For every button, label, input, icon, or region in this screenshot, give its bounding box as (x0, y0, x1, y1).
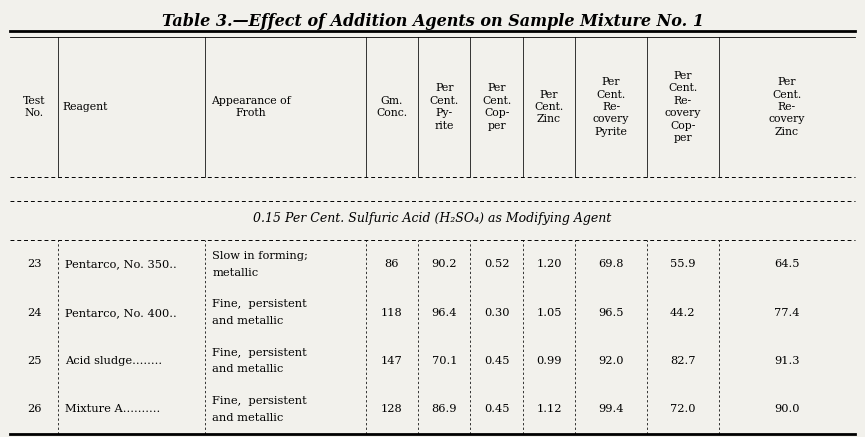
Text: 1.05: 1.05 (536, 308, 561, 318)
Text: Mixture A..........: Mixture A.......... (65, 404, 160, 414)
Text: Fine,  persistent: Fine, persistent (212, 348, 307, 358)
Text: 55.9: 55.9 (670, 260, 695, 270)
Text: 0.30: 0.30 (484, 308, 509, 318)
Text: 0.45: 0.45 (484, 356, 509, 366)
Text: Gm.
Conc.: Gm. Conc. (376, 96, 407, 118)
Text: 90.2: 90.2 (432, 260, 457, 270)
Text: metallic: metallic (212, 268, 259, 278)
Text: Per
Cent.
Py-
rite: Per Cent. Py- rite (430, 83, 459, 131)
Text: 0.52: 0.52 (484, 260, 509, 270)
Text: Per
Cent.
Re-
covery
Pyrite: Per Cent. Re- covery Pyrite (593, 77, 629, 137)
Text: Fine,  persistent: Fine, persistent (212, 396, 307, 406)
Text: and metallic: and metallic (212, 316, 284, 326)
Text: and metallic: and metallic (212, 364, 284, 375)
Text: 44.2: 44.2 (670, 308, 695, 318)
Text: Per
Cent.
Re-
covery
Cop-
per: Per Cent. Re- covery Cop- per (664, 71, 701, 143)
Text: 0.45: 0.45 (484, 404, 509, 414)
Text: Slow in forming;: Slow in forming; (212, 251, 308, 261)
Text: Acid sludge........: Acid sludge........ (65, 356, 162, 366)
Text: 23: 23 (27, 260, 42, 270)
Text: 1.20: 1.20 (536, 260, 561, 270)
Text: 82.7: 82.7 (670, 356, 695, 366)
Text: 1.12: 1.12 (536, 404, 561, 414)
Text: 91.3: 91.3 (774, 356, 799, 366)
Text: Appearance of
Froth: Appearance of Froth (210, 96, 291, 118)
Text: 118: 118 (381, 308, 403, 318)
Text: 77.4: 77.4 (774, 308, 799, 318)
Text: Per
Cent.
Cop-
per: Per Cent. Cop- per (482, 83, 511, 131)
Text: 64.5: 64.5 (774, 260, 799, 270)
Text: 86: 86 (385, 260, 400, 270)
Text: 92.0: 92.0 (599, 356, 624, 366)
Text: Pentarco, No. 350..: Pentarco, No. 350.. (65, 260, 176, 270)
Text: and metallic: and metallic (212, 413, 284, 423)
Text: 99.4: 99.4 (599, 404, 624, 414)
Text: 25: 25 (27, 356, 42, 366)
Text: Reagent: Reagent (63, 102, 108, 112)
Text: Pentarco, No. 400..: Pentarco, No. 400.. (65, 308, 176, 318)
Text: Test
No.: Test No. (22, 96, 45, 118)
Text: Per
Cent.
Re-
covery
Zinc: Per Cent. Re- covery Zinc (768, 77, 804, 137)
Text: Fine,  persistent: Fine, persistent (212, 299, 307, 309)
Text: 128: 128 (381, 404, 403, 414)
Text: 96.4: 96.4 (432, 308, 457, 318)
Text: Per
Cent.
Zinc: Per Cent. Zinc (535, 90, 564, 125)
Text: 24: 24 (27, 308, 42, 318)
Text: 0.99: 0.99 (536, 356, 561, 366)
Text: Table 3.—Effect of Addition Agents on Sample Mixture No. 1: Table 3.—Effect of Addition Agents on Sa… (162, 13, 703, 30)
Text: 147: 147 (381, 356, 403, 366)
Text: 72.0: 72.0 (670, 404, 695, 414)
Text: 96.5: 96.5 (599, 308, 624, 318)
Text: 26: 26 (27, 404, 42, 414)
Text: 86.9: 86.9 (432, 404, 457, 414)
Text: 69.8: 69.8 (599, 260, 624, 270)
Text: 90.0: 90.0 (774, 404, 799, 414)
Text: 70.1: 70.1 (432, 356, 457, 366)
Text: 0.15 Per Cent. Sulfuric Acid (H₂SO₄) as Modifying Agent: 0.15 Per Cent. Sulfuric Acid (H₂SO₄) as … (253, 212, 612, 225)
